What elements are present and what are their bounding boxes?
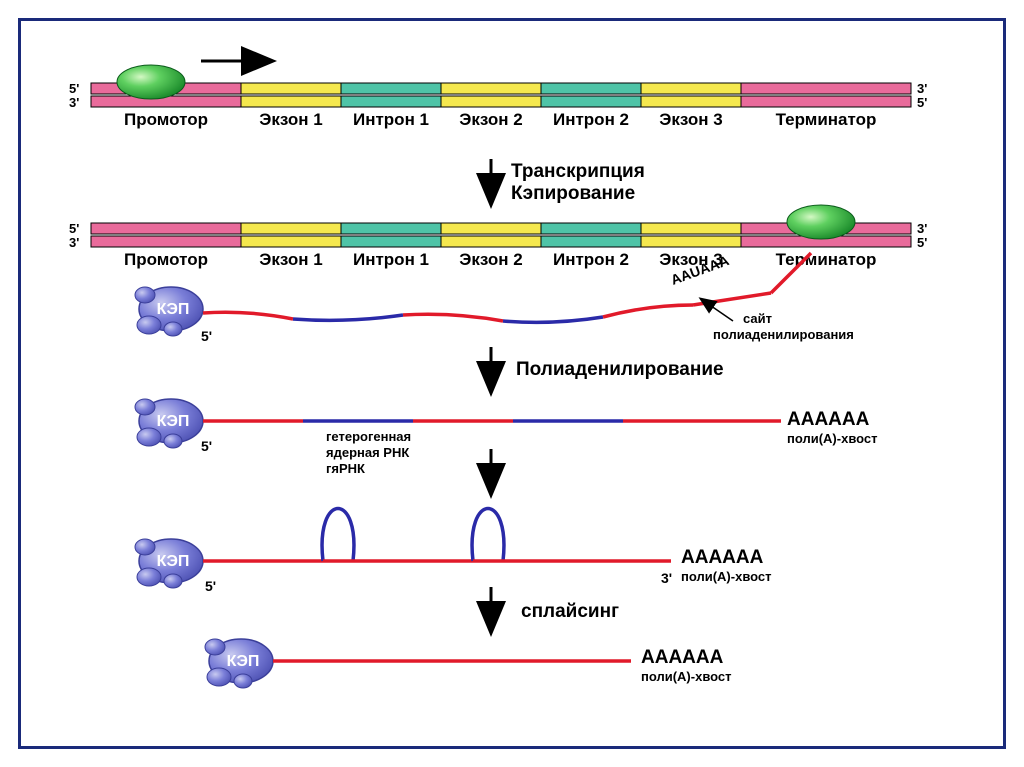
svg-text:5': 5' [917, 95, 927, 110]
label-exon1: Экзон 1 [259, 250, 322, 269]
svg-text:5': 5' [205, 578, 216, 594]
label-promoter: Промотор [124, 250, 208, 269]
svg-text:5': 5' [201, 438, 212, 454]
seg-exon1 [241, 83, 341, 94]
cap-label: КЭП [227, 653, 260, 670]
label-exon3: Экзон 3 [659, 110, 722, 129]
cap-label: КЭП [157, 413, 190, 430]
svg-text:5': 5' [917, 235, 927, 250]
svg-text:гяРНК: гяРНК [326, 461, 365, 476]
seg-intron1 [341, 223, 441, 234]
seg-exon2 [441, 83, 541, 94]
label-exon2: Экзон 2 [459, 250, 522, 269]
seg-exon3 [641, 83, 741, 94]
label-intron2: Интрон 2 [553, 250, 629, 269]
rna-polymerase [787, 205, 855, 239]
svg-text:3': 3' [917, 81, 927, 96]
svg-text:ядерная РНК: ядерная РНК [326, 445, 409, 460]
cap-structure: КЭП [205, 639, 273, 688]
seg-intron2 [541, 223, 641, 234]
rna-polymerase [117, 65, 185, 99]
label-intron1: Интрон 1 [353, 110, 429, 129]
seg-intron1 [341, 83, 441, 94]
intron-loop-2 [472, 509, 504, 562]
label-exon2: Экзон 2 [459, 110, 522, 129]
cap-label: КЭП [157, 553, 190, 570]
seg-exon3 [641, 223, 741, 234]
polyA-site-label-2: полиаденилирования [713, 327, 854, 342]
seg-terminator [741, 83, 911, 94]
seg-exon2 [441, 223, 541, 234]
three-prime-3: 3' [661, 570, 672, 586]
cap-structure: КЭП [135, 287, 203, 336]
svg-text:поли(А)-хвост: поли(А)-хвост [681, 569, 772, 584]
label-promoter: Промотор [124, 110, 208, 129]
label-splicing: сплайсинг [521, 601, 619, 622]
cap-structure: КЭП [135, 539, 203, 588]
gene-strand: 5'3'3'5'ПромоторЭкзон 1Интрон 1Экзон 2Ин… [69, 205, 927, 269]
cap-structure: КЭП [135, 399, 203, 448]
rna1-seg4 [603, 305, 693, 317]
rna1-seg5 [693, 293, 771, 305]
label-terminator: Терминатор [776, 110, 877, 129]
svg-text:АААААА: АААААА [681, 547, 764, 568]
five-prime-1: 5' [201, 328, 212, 344]
gene-strand: 5'3'3'5'ПромоторЭкзон 1Интрон 1Экзон 2Ин… [69, 65, 927, 129]
polyA-site-label-1: сайт [743, 311, 772, 326]
end-5prime-top: 5' [69, 81, 79, 96]
rna1-seg2 [403, 314, 503, 321]
intron-loop-1 [322, 509, 354, 562]
diagram-svg: 5'3'3'5'ПромоторЭкзон 1Интрон 1Экзон 2Ин… [21, 21, 1003, 746]
cap-label: КЭП [157, 301, 190, 318]
label-exon1: Экзон 1 [259, 110, 322, 129]
end-5prime-top: 5' [69, 221, 79, 236]
svg-text:3': 3' [69, 235, 79, 250]
svg-text:поли(А)-хвост: поли(А)-хвост [787, 431, 878, 446]
svg-text:3': 3' [69, 95, 79, 110]
label-terminator: Терминатор [776, 250, 877, 269]
svg-text:3': 3' [917, 221, 927, 236]
seg-intron2 [541, 83, 641, 94]
label-polyadenylation: Полиаденилирование [516, 359, 724, 380]
seg-promoter [91, 223, 241, 234]
svg-text:АААААА: АААААА [641, 647, 724, 668]
svg-text:поли(А)-хвост: поли(А)-хвост [641, 669, 732, 684]
label-intron1: Интрон 1 [353, 250, 429, 269]
rna1-seg0 [203, 312, 293, 319]
rna1-seg1 [293, 315, 403, 320]
label-capping: Кэпирование [511, 183, 635, 204]
seg-exon1 [241, 223, 341, 234]
label-transcription: Транскрипция [511, 161, 645, 182]
rna1-seg3 [503, 317, 603, 322]
label-intron2: Интрон 2 [553, 110, 629, 129]
hnRNA-label-1: гетерогенная [326, 429, 411, 444]
polyA-tail-2: АААААА [787, 409, 870, 430]
diagram-frame: 5'3'3'5'ПромоторЭкзон 1Интрон 1Экзон 2Ин… [18, 18, 1006, 749]
